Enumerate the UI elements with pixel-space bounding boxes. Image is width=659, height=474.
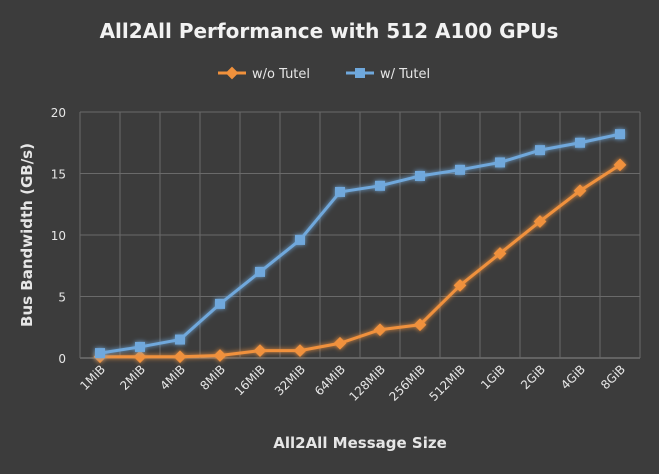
y-tick-label: 0	[58, 352, 66, 366]
data-point	[335, 186, 345, 197]
data-point	[295, 234, 305, 245]
x-tick-label: 512MiB	[427, 362, 469, 404]
data-point	[213, 349, 227, 362]
data-point	[375, 180, 385, 191]
data-point	[253, 344, 267, 357]
series-line	[100, 163, 621, 359]
data-point	[135, 341, 145, 352]
chart-title: All2All Performance with 512 A100 GPUs	[100, 19, 559, 43]
y-tick-label: 15	[51, 168, 66, 182]
data-point	[333, 336, 347, 350]
x-axis-label: All2All Message Size	[273, 434, 447, 452]
x-tick-label: 64MiB	[312, 362, 348, 398]
y-tick-label: 10	[51, 229, 66, 243]
x-tick-label: 2MiB	[117, 362, 148, 393]
series-line	[99, 132, 621, 355]
legend-marker-with-tutel	[355, 68, 365, 78]
series-1	[95, 129, 625, 359]
data-point	[453, 279, 467, 292]
legend: w/o Tutel w/ Tutel	[218, 66, 430, 82]
x-tick-label: 256MiB	[387, 362, 429, 404]
data-point	[175, 334, 185, 345]
legend-label-without-tutel: w/o Tutel	[252, 67, 310, 82]
series-group	[93, 129, 627, 364]
gridlines	[79, 111, 641, 359]
x-tick-label: 2GiB	[518, 362, 548, 392]
x-tick-label: 4GiB	[558, 362, 588, 392]
data-point	[575, 137, 585, 148]
series-0	[93, 158, 627, 364]
data-point	[255, 266, 265, 277]
legend-marker-without-tutel	[225, 66, 239, 80]
x-tick-label: 32MiB	[272, 362, 308, 398]
data-point	[615, 129, 625, 140]
x-tick-label: 1GiB	[478, 362, 508, 392]
data-point	[293, 344, 307, 357]
y-tick-label: 20	[51, 106, 66, 120]
data-point	[413, 318, 427, 332]
y-axis-ticks: 0 5 10 15 20	[51, 106, 66, 366]
data-point	[215, 298, 225, 309]
data-point	[95, 348, 105, 359]
x-tick-label: 8MiB	[197, 362, 228, 393]
x-tick-label: 4MiB	[157, 362, 188, 393]
data-point	[133, 350, 147, 364]
data-point	[373, 323, 387, 337]
data-point	[455, 164, 465, 175]
x-tick-label: 1MiB	[77, 362, 108, 393]
data-point	[495, 157, 505, 168]
data-point	[415, 170, 425, 181]
legend-label-with-tutel: w/ Tutel	[380, 67, 430, 82]
x-tick-label: 16MiB	[232, 362, 268, 398]
x-tick-label: 8GiB	[598, 362, 628, 392]
x-tick-label: 128MiB	[347, 362, 389, 404]
y-axis-label: Bus Bandwidth (GB/s)	[18, 143, 36, 327]
data-point	[535, 145, 545, 156]
x-axis-ticks: 1MiB 2MiB 4MiB 8MiB 16MiB 32MiB 64MiB128MiB256…	[77, 362, 628, 404]
y-tick-label: 5	[58, 291, 66, 305]
data-point	[493, 247, 507, 260]
data-point	[173, 350, 187, 364]
